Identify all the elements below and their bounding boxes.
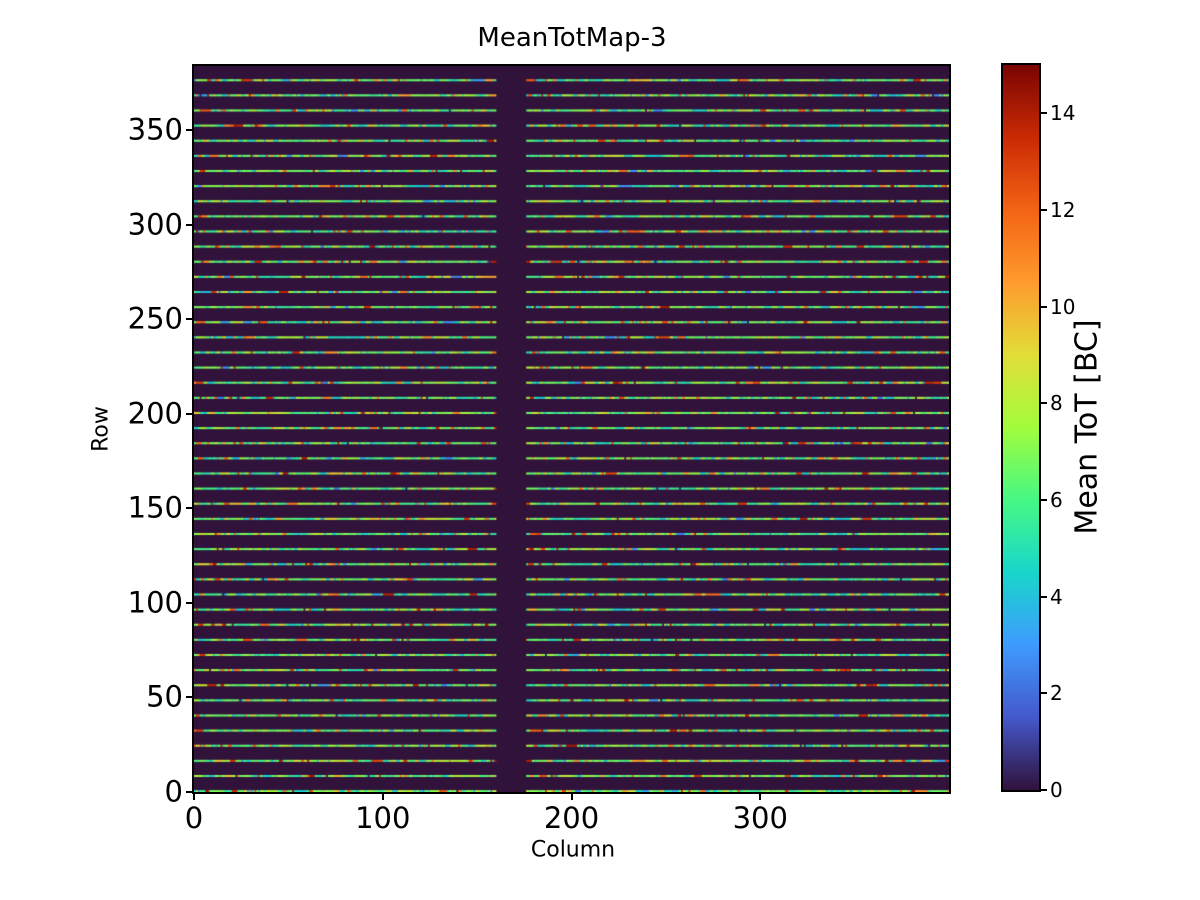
y-tick-mark bbox=[186, 318, 192, 321]
y-tick-mark bbox=[186, 791, 192, 793]
colorbar-tick-mark bbox=[1041, 402, 1047, 405]
x-tick-label: 200 bbox=[543, 801, 600, 835]
colorbar-tick-label: 6 bbox=[1050, 488, 1063, 512]
colorbar bbox=[1001, 63, 1041, 792]
y-tick-label: 300 bbox=[127, 207, 183, 242]
colorbar-tick-label: 12 bbox=[1050, 198, 1076, 222]
colorbar-tick-label: 0 bbox=[1050, 778, 1063, 802]
colorbar-label: Mean ToT [BC] bbox=[1069, 319, 1105, 535]
x-axis-label: Column bbox=[530, 837, 616, 863]
plot-title: MeanTotMap-3 bbox=[477, 23, 667, 53]
y-tick-mark bbox=[186, 507, 192, 510]
colorbar-tick-mark bbox=[1041, 595, 1047, 598]
colorbar-tick-label: 14 bbox=[1050, 101, 1076, 126]
heatmap-canvas bbox=[194, 66, 949, 792]
x-tick-mark bbox=[381, 794, 384, 800]
x-tick-label: 100 bbox=[355, 801, 411, 835]
y-tick-label: 200 bbox=[127, 396, 183, 431]
plot-area bbox=[192, 64, 951, 794]
x-tick-mark bbox=[193, 794, 195, 800]
y-tick-mark bbox=[186, 129, 192, 132]
y-tick-mark bbox=[186, 223, 192, 226]
colorbar-tick-label: 4 bbox=[1050, 584, 1063, 609]
colorbar-tick-mark bbox=[1041, 305, 1047, 308]
y-tick-label: 100 bbox=[127, 585, 183, 620]
y-tick-label: 150 bbox=[127, 490, 183, 525]
x-tick-mark bbox=[759, 794, 762, 800]
x-tick-label: 300 bbox=[732, 801, 788, 835]
x-tick-mark bbox=[570, 794, 573, 800]
colorbar-tick-mark bbox=[1041, 209, 1047, 211]
x-tick-label: 0 bbox=[184, 801, 204, 835]
y-tick-mark bbox=[186, 412, 192, 415]
colorbar-tick-label: 2 bbox=[1050, 681, 1063, 706]
colorbar-tick-label: 10 bbox=[1050, 294, 1076, 319]
y-tick-label: 50 bbox=[146, 679, 183, 714]
colorbar-tick-mark bbox=[1041, 789, 1047, 791]
colorbar-tick-mark bbox=[1041, 112, 1047, 115]
y-tick-label: 250 bbox=[127, 301, 183, 336]
y-tick-mark bbox=[186, 601, 192, 604]
y-tick-label: 0 bbox=[164, 774, 183, 809]
colorbar-tick-mark bbox=[1041, 692, 1047, 695]
y-tick-mark bbox=[186, 696, 192, 699]
colorbar-tick-mark bbox=[1041, 499, 1047, 501]
y-tick-label: 350 bbox=[127, 112, 183, 147]
colorbar-gradient bbox=[1003, 65, 1039, 790]
colorbar-tick-label: 8 bbox=[1050, 391, 1063, 416]
